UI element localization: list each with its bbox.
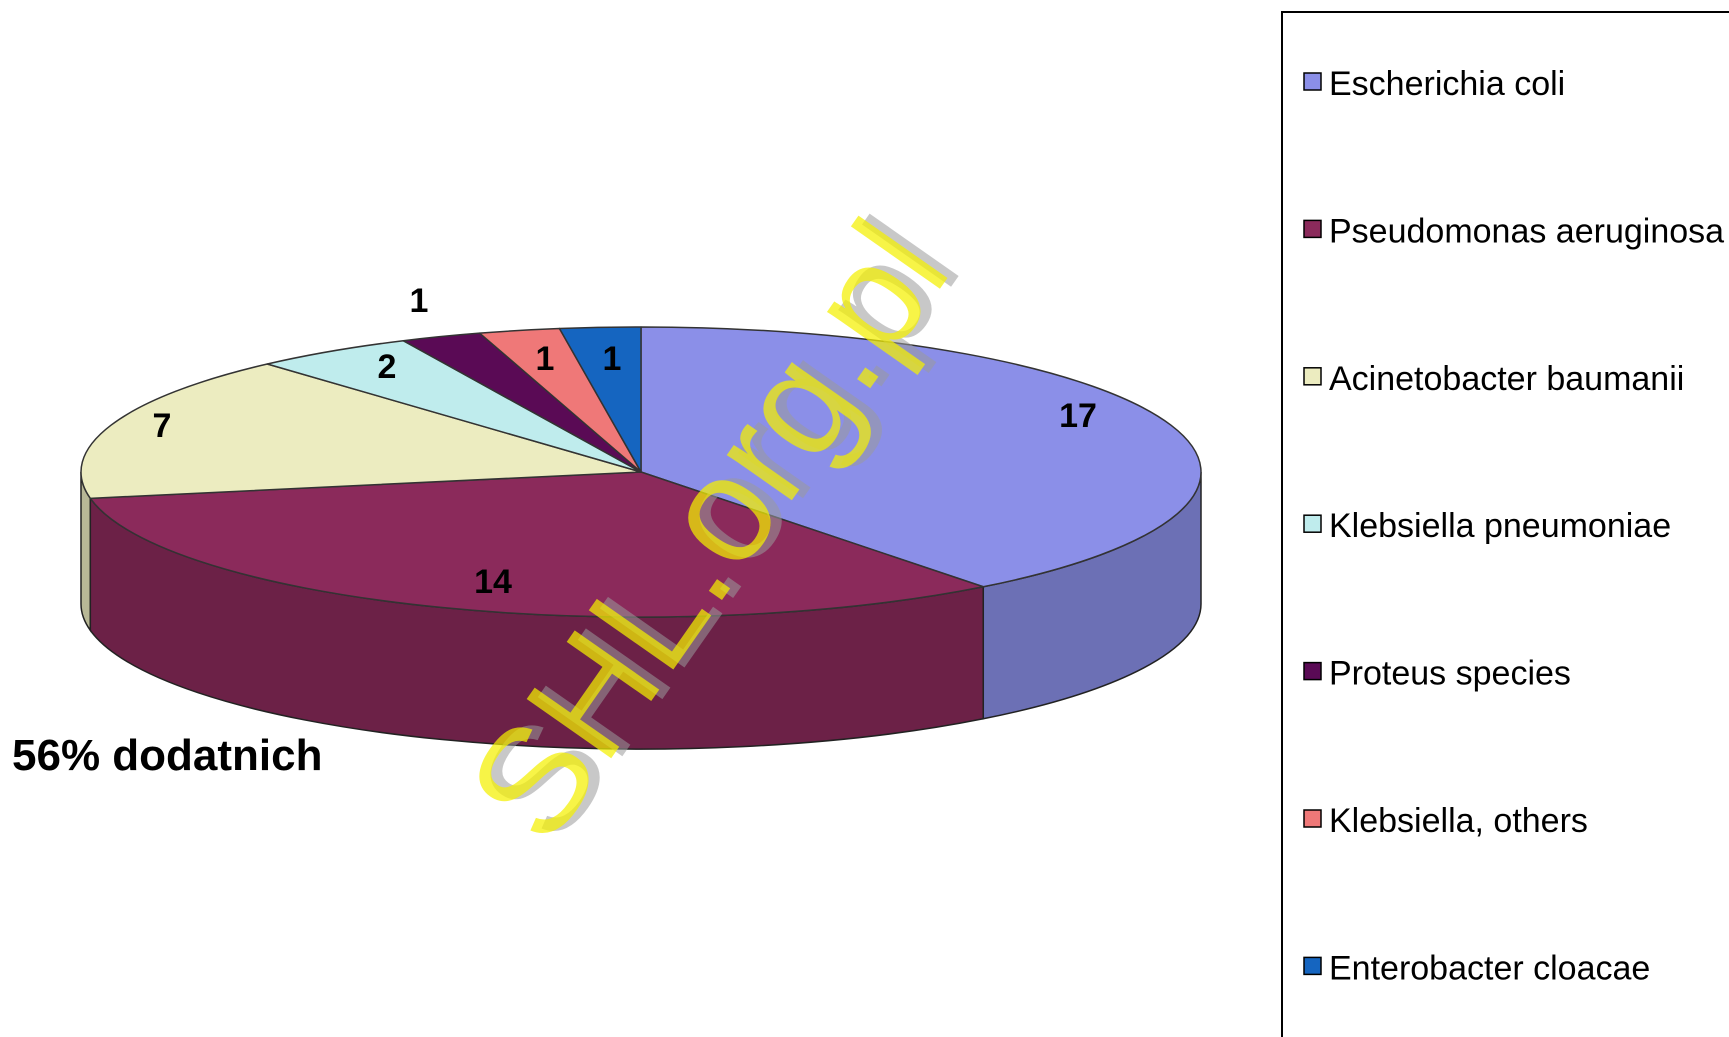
legend-label: Pseudomonas aeruginosa <box>1329 212 1724 250</box>
legend-item: Escherichia coli <box>1303 65 1565 103</box>
pie-sides <box>80 471 1202 750</box>
legend-swatch <box>1303 219 1322 239</box>
pie-slice-1 <box>89 471 985 618</box>
legend-label: Acinetobacter baumanii <box>1329 360 1684 398</box>
legend-item: Acinetobacter baumanii <box>1303 360 1684 398</box>
legend-item: Proteus species <box>1303 655 1571 693</box>
legend-item: Enterobacter cloacae <box>1303 949 1650 987</box>
legend-swatch <box>1303 809 1322 828</box>
data-label-6: 1 <box>603 340 622 378</box>
legend-item: Pseudomonas aeruginosa <box>1303 212 1724 250</box>
legend-item: Klebsiella pneumoniae <box>1303 507 1671 545</box>
legend-swatch <box>1303 956 1322 976</box>
legend-swatch <box>1303 72 1322 91</box>
pie-slice-3 <box>266 339 642 473</box>
pie-slice-2 <box>80 363 642 500</box>
legend-swatch <box>1303 367 1322 386</box>
legend-swatch <box>1303 514 1322 533</box>
data-label-0: 17 <box>1059 397 1097 435</box>
pie-slice-6 <box>558 326 642 473</box>
data-label-1: 14 <box>474 563 512 601</box>
legend-swatch <box>1303 661 1322 681</box>
legend: Escherichia coli Pseudomonas aeruginosa Ac… <box>1281 11 1729 1037</box>
legend-label: Enterobacter cloacae <box>1329 949 1650 987</box>
pie-tops <box>80 326 1202 618</box>
data-label-4: 1 <box>410 282 429 320</box>
legend-label: Klebsiella, others <box>1329 802 1588 840</box>
legend-label: Proteus species <box>1329 655 1571 693</box>
legend-border <box>1281 11 1729 1037</box>
data-label-3: 2 <box>378 348 397 386</box>
legend-label: Klebsiella pneumoniae <box>1329 507 1671 545</box>
annotation-text: 56% dodatnich <box>12 731 323 780</box>
legend-label: Escherichia coli <box>1329 65 1565 103</box>
pie-slice-0 <box>640 326 1202 588</box>
legend-item: Klebsiella, others <box>1303 802 1588 840</box>
data-label-5: 1 <box>536 340 555 378</box>
data-label-2: 7 <box>153 407 172 445</box>
